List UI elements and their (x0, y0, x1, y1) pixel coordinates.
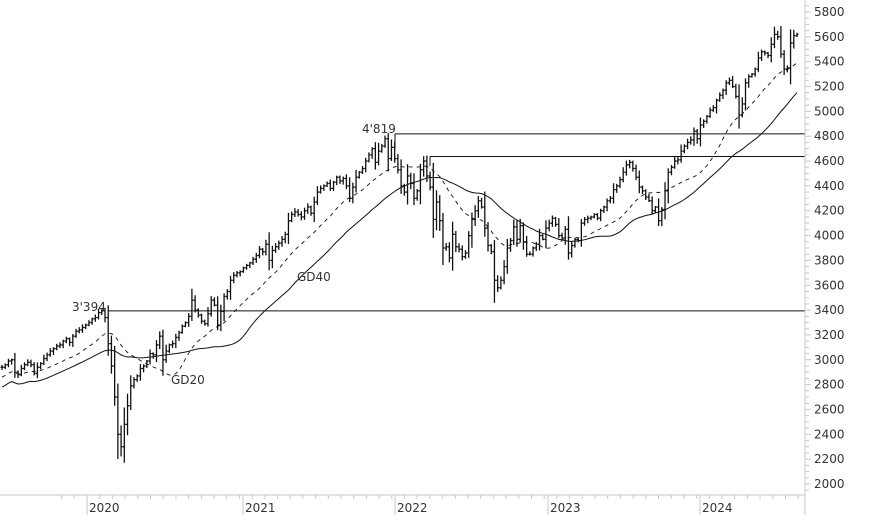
y-tick-label: 5400 (814, 55, 845, 69)
x-axis: 2020 2021 2022 2023 2024 (0, 494, 805, 515)
y-tick-label: 2400 (814, 427, 845, 441)
y-tick-label: 2000 (814, 477, 845, 491)
y-tick-label: 2800 (814, 378, 845, 392)
gd20-line (1, 62, 798, 378)
y-tick-label: 4800 (814, 129, 845, 143)
y-tick-label: 4400 (814, 179, 845, 193)
y-tick-label: 5000 (814, 104, 845, 118)
y-tick-label: 5800 (814, 5, 845, 19)
y-tick-label: 4200 (814, 204, 845, 218)
y-tick-label: 2600 (814, 402, 845, 416)
y-tick-label: 5200 (814, 80, 845, 94)
x-tick-label: 2024 (702, 501, 733, 515)
y-tick-label: 3600 (814, 278, 845, 292)
x-tick-label: 2021 (245, 501, 276, 515)
annotation-3394: 3'394 (72, 300, 106, 314)
y-tick-label: 2200 (814, 452, 845, 466)
x-tick-label: 2020 (89, 501, 120, 515)
gd40-line (1, 92, 798, 388)
x-tick-label: 2023 (550, 501, 581, 515)
y-tick-label: 3200 (814, 328, 845, 342)
y-tick-label: 4600 (814, 154, 845, 168)
y-tick-label: 5600 (814, 30, 845, 44)
horizontal-levels (108, 133, 805, 312)
y-tick-label: 4000 (814, 229, 845, 243)
gd20-label: GD20 (171, 373, 205, 387)
x-tick-label: 2022 (397, 501, 428, 515)
annotation-4819: 4'819 (362, 122, 396, 136)
y-tick-label: 3800 (814, 253, 845, 267)
gd40-label: GD40 (297, 270, 331, 284)
price-bars (0, 26, 799, 463)
y-tick-label: 3400 (814, 303, 845, 317)
y-axis: 2000 2200 2400 2600 2800 3000 3200 3400 3600 3800… (804, 0, 845, 515)
y-tick-label: 3000 (814, 353, 845, 367)
